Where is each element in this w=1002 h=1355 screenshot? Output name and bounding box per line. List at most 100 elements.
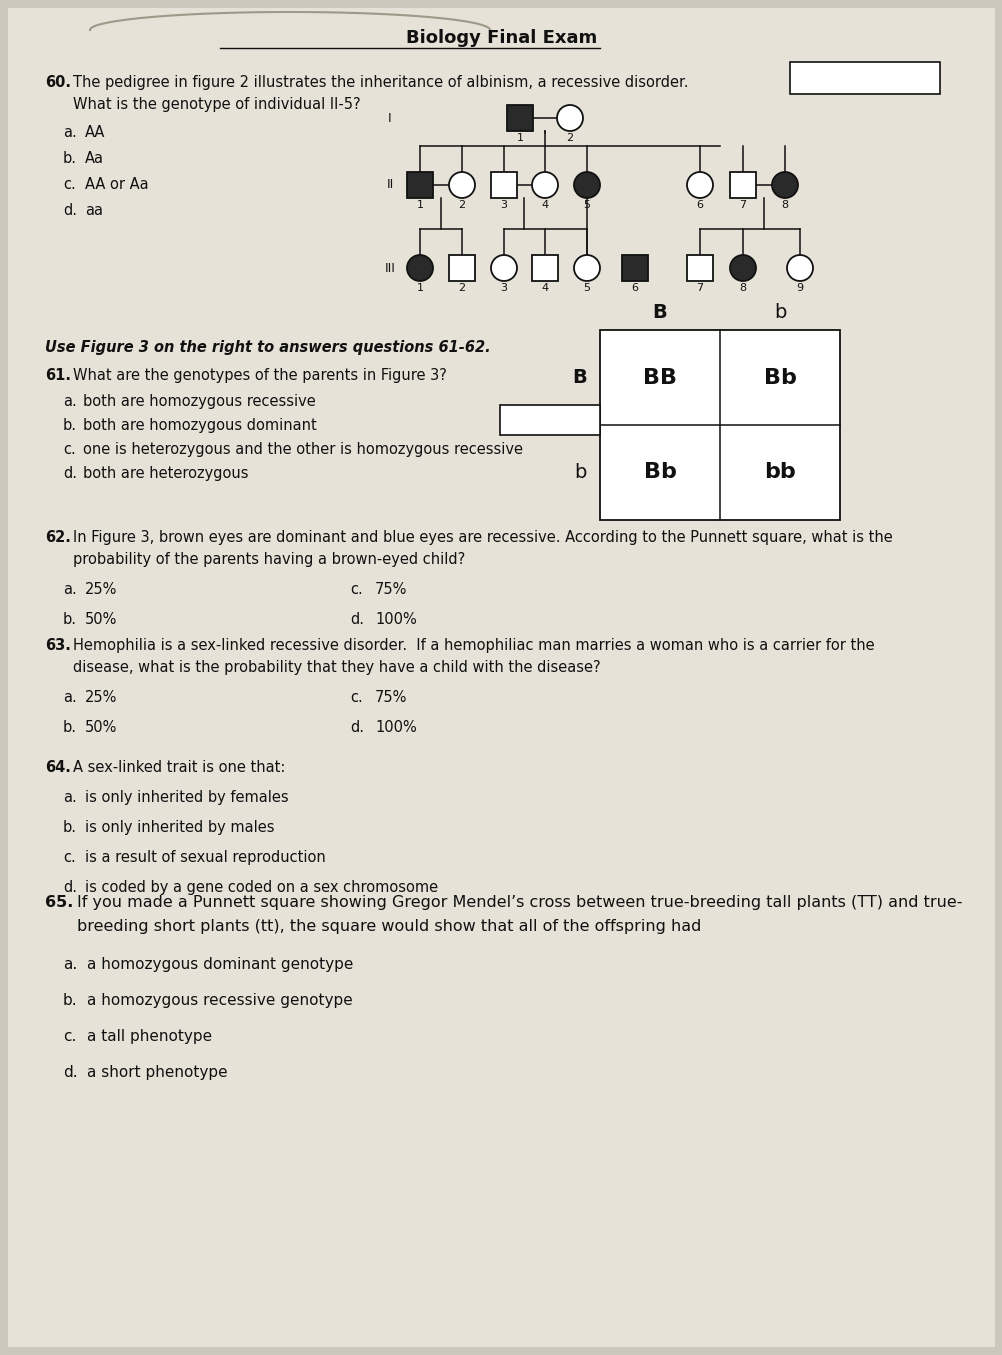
Text: 2: 2 — [458, 201, 465, 210]
Text: c.: c. — [63, 850, 76, 864]
Text: b.: b. — [63, 720, 77, 734]
Text: Figure 2: Figure 2 — [835, 70, 894, 85]
Text: b.: b. — [63, 417, 77, 434]
Text: bb: bb — [764, 462, 795, 482]
Bar — [621, 255, 647, 280]
Text: Aa: Aa — [85, 150, 104, 167]
Circle shape — [573, 255, 599, 280]
Text: 50%: 50% — [85, 720, 117, 734]
Bar — [686, 255, 712, 280]
Text: 4: 4 — [541, 201, 548, 210]
Text: B: B — [572, 369, 587, 388]
Text: disease, what is the probability that they have a child with the disease?: disease, what is the probability that th… — [73, 660, 600, 675]
Text: b.: b. — [63, 612, 77, 627]
Text: both are homozygous recessive: both are homozygous recessive — [83, 394, 316, 409]
Text: c.: c. — [63, 1028, 76, 1043]
Text: a homozygous recessive genotype: a homozygous recessive genotype — [87, 993, 353, 1008]
Text: 75%: 75% — [375, 583, 407, 598]
Text: 50%: 50% — [85, 612, 117, 627]
Circle shape — [491, 255, 516, 280]
Text: b.: b. — [63, 993, 77, 1008]
Text: d.: d. — [63, 879, 77, 896]
Bar — [449, 255, 475, 280]
Text: a short phenotype: a short phenotype — [87, 1065, 227, 1080]
Text: 5: 5 — [583, 283, 590, 293]
Text: Bb: Bb — [763, 367, 796, 388]
Text: d.: d. — [63, 466, 77, 481]
Text: a.: a. — [63, 690, 77, 705]
Text: 6: 6 — [695, 201, 702, 210]
Text: 100%: 100% — [375, 720, 417, 734]
Text: probability of the parents having a brown-eyed child?: probability of the parents having a brow… — [73, 551, 465, 566]
Circle shape — [686, 172, 712, 198]
Text: 64.: 64. — [45, 760, 71, 775]
Text: a.: a. — [63, 125, 77, 140]
Text: both are homozygous dominant: both are homozygous dominant — [83, 417, 317, 434]
Circle shape — [556, 104, 582, 131]
Text: b.: b. — [63, 820, 77, 835]
Text: d.: d. — [63, 203, 77, 218]
Circle shape — [787, 255, 813, 280]
Text: The pedigree in figure 2 illustrates the inheritance of albinism, a recessive di: The pedigree in figure 2 illustrates the… — [73, 75, 687, 89]
Bar — [790, 62, 939, 93]
Text: 60.: 60. — [45, 75, 71, 89]
Text: 2: 2 — [458, 283, 465, 293]
Text: 1: 1 — [416, 201, 423, 210]
Text: 3: 3 — [500, 201, 507, 210]
Text: is only inherited by males: is only inherited by males — [85, 820, 275, 835]
Text: 25%: 25% — [85, 583, 117, 598]
Text: 7: 7 — [738, 201, 745, 210]
Text: 62.: 62. — [45, 530, 71, 545]
Text: a homozygous dominant genotype: a homozygous dominant genotype — [87, 957, 353, 972]
Text: one is heterozygous and the other is homozygous recessive: one is heterozygous and the other is hom… — [83, 442, 522, 457]
Text: b: b — [773, 304, 786, 322]
Text: Bb: Bb — [643, 462, 675, 482]
Text: AA: AA — [85, 125, 105, 140]
Bar — [407, 172, 433, 198]
Text: b.: b. — [63, 150, 77, 167]
Text: 1: 1 — [516, 133, 523, 144]
Circle shape — [772, 172, 798, 198]
Text: 5: 5 — [583, 201, 590, 210]
Text: a tall phenotype: a tall phenotype — [87, 1028, 211, 1043]
Text: d.: d. — [350, 612, 364, 627]
Text: If you made a Punnett square showing Gregor Mendel’s cross between true-breeding: If you made a Punnett square showing Gre… — [77, 896, 962, 911]
Text: a.: a. — [63, 790, 77, 805]
Text: 65.: 65. — [45, 896, 73, 911]
Text: b: b — [573, 463, 585, 482]
Text: II: II — [386, 179, 393, 191]
Text: Biology Final Exam: Biology Final Exam — [406, 28, 596, 47]
Text: 7: 7 — [695, 283, 702, 293]
Text: 6: 6 — [631, 283, 638, 293]
Bar — [531, 255, 557, 280]
Text: a.: a. — [63, 394, 77, 409]
Text: 2: 2 — [566, 133, 573, 144]
Text: a.: a. — [63, 957, 77, 972]
Circle shape — [573, 172, 599, 198]
Text: 8: 8 — [781, 201, 788, 210]
Text: is only inherited by females: is only inherited by females — [85, 790, 289, 805]
Text: What is the genotype of individual II-5?: What is the genotype of individual II-5? — [73, 98, 361, 112]
Text: c.: c. — [350, 690, 363, 705]
Text: c.: c. — [63, 178, 76, 192]
Circle shape — [729, 255, 756, 280]
Text: c.: c. — [63, 442, 76, 457]
Text: 3: 3 — [500, 283, 507, 293]
Circle shape — [407, 255, 433, 280]
Circle shape — [531, 172, 557, 198]
Bar — [599, 331, 839, 520]
Text: 100%: 100% — [375, 612, 417, 627]
Text: breeding short plants (tt), the square would show that all of the offspring had: breeding short plants (tt), the square w… — [77, 919, 700, 934]
Text: III: III — [384, 262, 395, 275]
Text: Hemophilia is a sex-linked recessive disorder.  If a hemophiliac man marries a w: Hemophilia is a sex-linked recessive dis… — [73, 638, 874, 653]
Text: I: I — [388, 111, 392, 125]
Text: aa: aa — [85, 203, 103, 218]
Text: 8: 8 — [738, 283, 745, 293]
Bar — [729, 172, 756, 198]
Text: 25%: 25% — [85, 690, 117, 705]
Text: 75%: 75% — [375, 690, 407, 705]
Bar — [506, 104, 532, 131]
Text: AA or Aa: AA or Aa — [85, 178, 148, 192]
Text: What are the genotypes of the parents in Figure 3?: What are the genotypes of the parents in… — [73, 369, 447, 383]
Text: In Figure 3, brown eyes are dominant and blue eyes are recessive. According to t: In Figure 3, brown eyes are dominant and… — [73, 530, 892, 545]
